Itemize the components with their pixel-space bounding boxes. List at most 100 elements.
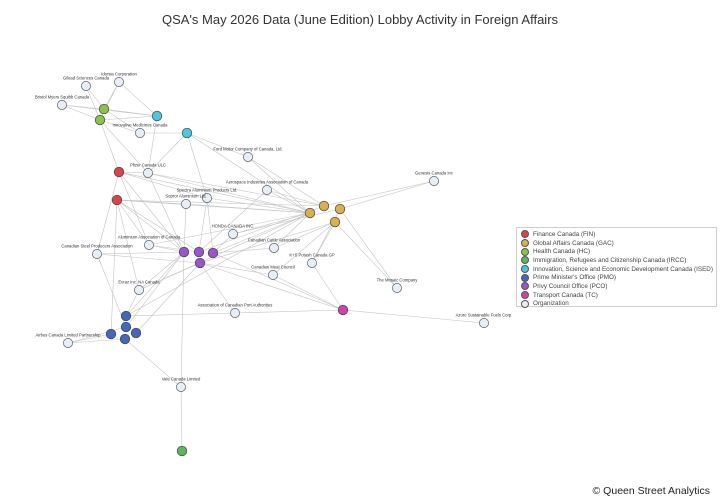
node-label-evraz: Evraz Inc. NA Canada bbox=[118, 280, 160, 285]
edge-pmo4-pco4 bbox=[135, 262, 201, 334]
edge-genesis-gac3 bbox=[339, 180, 435, 210]
legend-swatch bbox=[521, 256, 529, 265]
node-bms[interactable] bbox=[57, 100, 67, 110]
node-gac2[interactable] bbox=[318, 200, 330, 212]
node-label-vale: Vale Canada Limited bbox=[162, 377, 201, 382]
legend-item-gac[interactable]: Global Affairs Canada (GAC) bbox=[521, 239, 712, 248]
node-pmo2[interactable] bbox=[120, 321, 132, 333]
node-pco2[interactable] bbox=[193, 246, 205, 258]
edge-aac-pco2 bbox=[148, 244, 200, 253]
node-sopror[interactable] bbox=[181, 199, 191, 209]
node-hc1[interactable] bbox=[98, 103, 110, 115]
node-honda[interactable] bbox=[228, 229, 238, 239]
node-gac3[interactable] bbox=[334, 203, 346, 215]
node-pfizer[interactable] bbox=[143, 168, 153, 178]
legend-item-pco[interactable]: Privy Council Office (PCO) bbox=[521, 282, 712, 291]
node-label-airbus: Airbus Canada Limited Partnership bbox=[36, 333, 102, 338]
edge-vale-pmo5 bbox=[124, 338, 182, 388]
edge-cca-gac4 bbox=[273, 221, 336, 249]
edge-aiac-gac2 bbox=[266, 189, 325, 207]
edge-pmo3-fin2 bbox=[110, 199, 118, 335]
node-label-pfizer: Pfizer Canada ULC bbox=[130, 163, 166, 168]
node-csp[interactable] bbox=[92, 249, 102, 259]
node-label-aac: Aluminium Association of Canada bbox=[118, 235, 181, 240]
node-pmo1[interactable] bbox=[120, 310, 132, 322]
legend-item-org[interactable]: Organization bbox=[521, 299, 712, 309]
legend-item-ised[interactable]: Innovation, Science and Economic Develop… bbox=[521, 265, 713, 274]
node-kse[interactable] bbox=[307, 258, 317, 268]
legend-item-fin[interactable]: Finance Canada (FIN) bbox=[521, 230, 712, 239]
legend-item-hc[interactable]: Health Canada (HC) bbox=[521, 247, 712, 256]
edge-pmo1-gac1 bbox=[125, 212, 311, 317]
edge-fin2-gac2 bbox=[116, 199, 325, 207]
credit-text: © Queen Street Analytics bbox=[592, 485, 710, 497]
node-pco1[interactable] bbox=[178, 246, 190, 258]
node-mosaic[interactable] bbox=[392, 283, 402, 293]
node-imc[interactable] bbox=[135, 128, 145, 138]
node-hc2[interactable] bbox=[94, 114, 106, 126]
node-fin2[interactable] bbox=[111, 194, 123, 206]
node-airbus[interactable] bbox=[63, 338, 73, 348]
edge-spectra-pco3 bbox=[206, 197, 214, 254]
node-gac1[interactable] bbox=[304, 207, 316, 219]
node-pco4[interactable] bbox=[194, 257, 206, 269]
edge-mosaic-gac3 bbox=[339, 208, 398, 289]
legend-item-tc[interactable]: Transport Canada (TC) bbox=[521, 291, 712, 300]
edge-spectra-gac1 bbox=[206, 197, 311, 214]
node-vale[interactable] bbox=[176, 382, 186, 392]
edge-hc2-fin1 bbox=[99, 119, 120, 173]
node-fin1[interactable] bbox=[113, 166, 125, 178]
edge-acpa-pmo1 bbox=[125, 312, 236, 317]
legend-item-pmo[interactable]: Prime Minister's Office (PMO) bbox=[521, 273, 712, 282]
node-acpa[interactable] bbox=[230, 308, 240, 318]
edge-hc1-imc bbox=[103, 108, 141, 134]
edge-fin2-aac bbox=[116, 199, 150, 246]
edge-aiac-gac1 bbox=[266, 189, 311, 214]
node-pmo3[interactable] bbox=[105, 328, 117, 340]
node-cmc[interactable] bbox=[268, 270, 278, 280]
node-aiac[interactable] bbox=[262, 185, 272, 195]
node-azure[interactable] bbox=[479, 318, 489, 328]
node-cca[interactable] bbox=[269, 243, 279, 253]
edge-pco4-gac4 bbox=[199, 221, 336, 264]
node-label-honda: HONDA CANADA INC. bbox=[212, 224, 255, 229]
edge-cmc-gac4 bbox=[272, 221, 336, 276]
node-genesis[interactable] bbox=[429, 176, 439, 186]
legend-swatch bbox=[521, 230, 529, 239]
edge-pfizer-gac2 bbox=[147, 172, 325, 207]
node-idorsia[interactable] bbox=[114, 77, 124, 87]
edge-fin1-pco1 bbox=[118, 171, 185, 253]
legend-swatch bbox=[521, 239, 529, 248]
edge-aac-pco1 bbox=[148, 244, 185, 253]
node-gilead[interactable] bbox=[81, 81, 91, 91]
edge-fin1-gac1 bbox=[118, 171, 311, 214]
node-ised2[interactable] bbox=[181, 127, 193, 139]
edge-vale-pco1 bbox=[180, 251, 185, 388]
legend-label: Privy Council Office (PCO) bbox=[533, 282, 608, 290]
legend-label: Organization bbox=[533, 300, 569, 308]
node-ised1[interactable] bbox=[151, 110, 163, 122]
legend-item-ircc[interactable]: Immigration, Refugees and Citizenship Ca… bbox=[521, 256, 712, 265]
node-pmo5[interactable] bbox=[119, 333, 131, 345]
edge-cmc-tc1 bbox=[272, 274, 344, 311]
edge-vale-ircc1 bbox=[180, 386, 183, 452]
node-ircc1[interactable] bbox=[176, 445, 188, 457]
node-gac4[interactable] bbox=[329, 216, 341, 228]
node-ford[interactable] bbox=[243, 152, 253, 162]
node-spectra[interactable] bbox=[202, 193, 212, 203]
edge-ised2-spectra bbox=[186, 132, 208, 199]
node-tc1[interactable] bbox=[337, 304, 349, 316]
node-evraz[interactable] bbox=[134, 285, 144, 295]
legend-swatch bbox=[521, 273, 529, 282]
edge-bms-hc2 bbox=[61, 104, 101, 121]
edge-csp-pco4 bbox=[96, 253, 201, 264]
edge-tc1-pco3 bbox=[212, 252, 344, 311]
edge-pmo5-airbus bbox=[67, 338, 126, 344]
node-pmo4[interactable] bbox=[130, 327, 142, 339]
legend-label: Immigration, Refugees and Citizenship Ca… bbox=[533, 256, 687, 264]
node-pco3[interactable] bbox=[207, 247, 219, 259]
chart-title: QSA's May 2026 Data (June Edition) Lobby… bbox=[161, 12, 559, 27]
node-aac[interactable] bbox=[144, 240, 154, 250]
edge-fin2-pco2 bbox=[116, 199, 200, 253]
